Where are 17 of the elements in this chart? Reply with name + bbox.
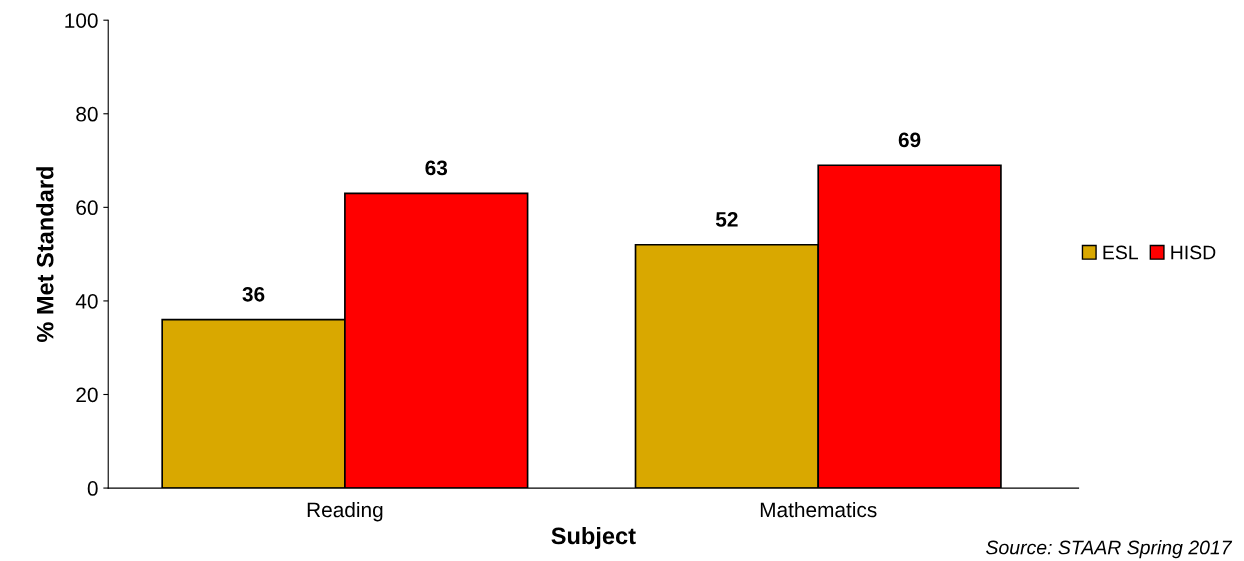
y-axis-title: % Met Standard [36, 167, 54, 343]
y-tick-label: 100 [65, 13, 98, 28]
data-label: 52 [715, 212, 738, 227]
source-note: Source: STAAR Spring 2017 [986, 540, 1233, 559]
legend-label: HISD [1171, 245, 1216, 260]
y-tick-label: 40 [75, 293, 98, 309]
x-axis-title: Subject [551, 526, 636, 549]
legend-label: ESL [1103, 245, 1139, 260]
x-tick-label: Reading [307, 501, 383, 522]
y-tick-label: 0 [87, 481, 98, 496]
data-label: 63 [425, 160, 448, 176]
y-tick-label: 80 [76, 106, 98, 122]
x-tick-label: Mathematics [760, 501, 877, 518]
data-label: 69 [898, 132, 921, 148]
y-tick-label: 60 [76, 200, 98, 216]
data-label: 36 [242, 286, 265, 302]
y-tick-label: 20 [76, 387, 98, 403]
